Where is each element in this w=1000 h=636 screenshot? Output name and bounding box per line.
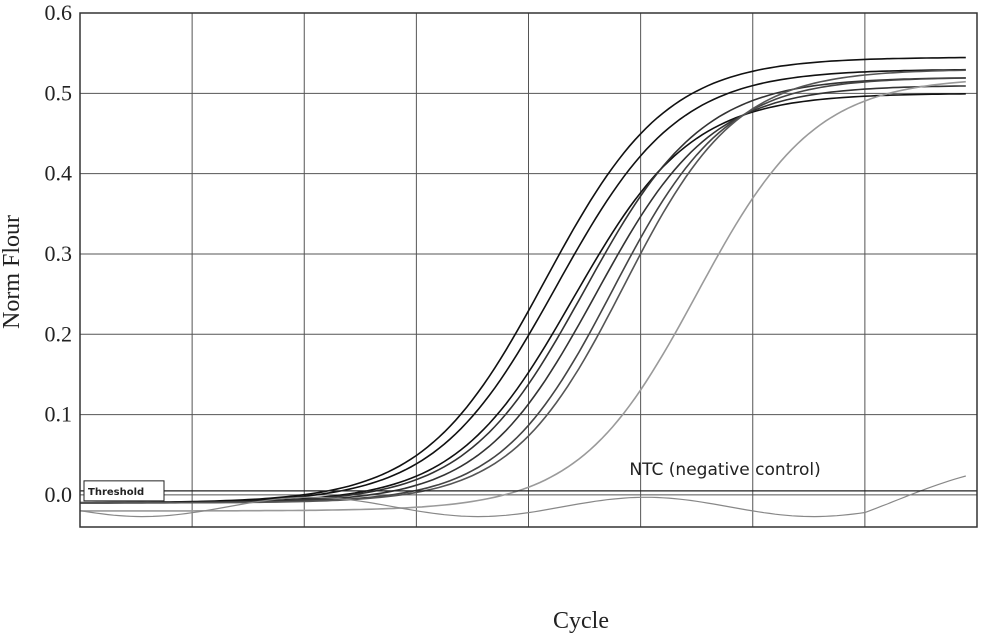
y-tick-label: 0.2 [45, 321, 73, 346]
y-axis-title: Norm Flour [0, 215, 25, 329]
threshold-label: Threshold [88, 487, 144, 498]
y-tick-label: 0.6 [45, 0, 73, 25]
y-tick-label: 0.1 [45, 402, 73, 427]
threshold-line: Threshold [80, 480, 977, 502]
threshold-label-box [83, 480, 165, 502]
plot-frame [79, 12, 978, 528]
amplification-curve [80, 80, 966, 512]
amplification-curve [80, 69, 966, 504]
amplification-curves [79, 56, 966, 512]
x-axis-title: Cycle [553, 608, 609, 634]
ntc-annotation: NTC (negative control) [629, 460, 820, 480]
y-tick-labels: 0.0 0.1 0.2 0.3 0.4 0.5 0.6 [45, 0, 73, 507]
y-tick-label: 0.4 [45, 161, 73, 186]
y-tick-label: 0.0 [45, 482, 73, 507]
ntc-curve [79, 475, 966, 518]
y-tick-label: 0.3 [45, 241, 73, 266]
y-tick-label: 0.5 [45, 80, 73, 105]
ntc-curve-path [79, 475, 966, 518]
